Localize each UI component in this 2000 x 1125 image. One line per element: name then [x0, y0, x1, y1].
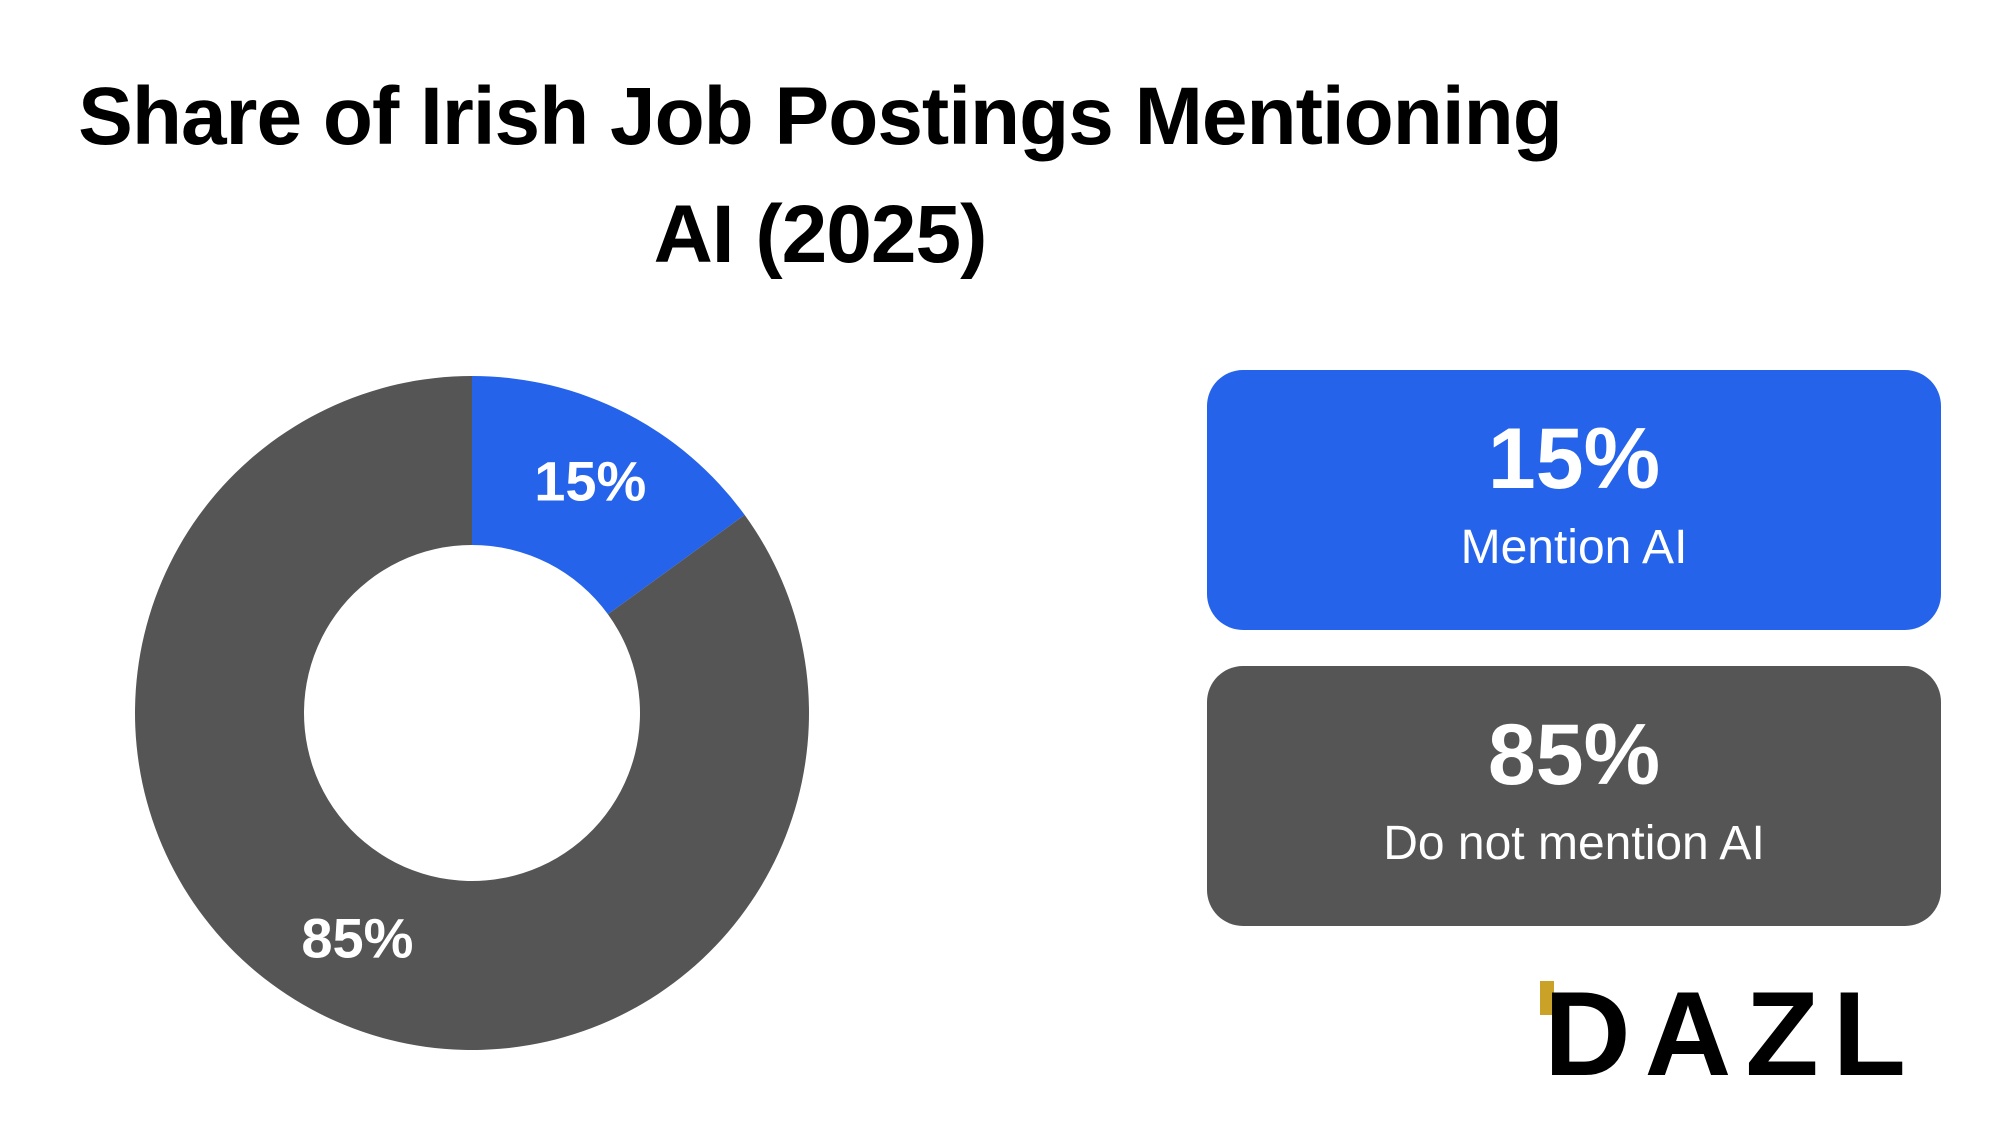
donut-slice-1	[472, 376, 745, 615]
chart-title: Share of Irish Job Postings Mentioning A…	[0, 58, 1640, 294]
stat-card-mention-ai: 15% Mention AI	[1207, 370, 1941, 630]
logo-accent-bar	[1540, 981, 1554, 1015]
stat-card-label: Mention AI	[1460, 521, 1688, 574]
donut-slice-labels: 15% 85%	[301, 449, 646, 969]
chart-title-line-2: AI (2025)	[653, 189, 988, 280]
donut-slice-label-2: 85%	[301, 906, 413, 969]
donut-slice-2	[135, 376, 810, 1050]
stat-card-no-mention-ai: 85% Do not mention AI	[1207, 666, 1941, 926]
donut-slice-label-1: 15%	[534, 449, 646, 512]
stat-card-value: 85%	[1487, 707, 1661, 803]
dazl-logo: DAZL	[1540, 975, 1920, 1085]
donut-chart: 15% 85%	[135, 376, 810, 1050]
stat-card-label: Do not mention AI	[1383, 817, 1765, 870]
stat-card-value: 15%	[1487, 411, 1661, 507]
chart-title-line-1: Share of Irish Job Postings Mentioning	[78, 71, 1563, 162]
donut-slices	[135, 376, 810, 1050]
logo-wordmark: DAZL	[1544, 975, 1920, 1085]
